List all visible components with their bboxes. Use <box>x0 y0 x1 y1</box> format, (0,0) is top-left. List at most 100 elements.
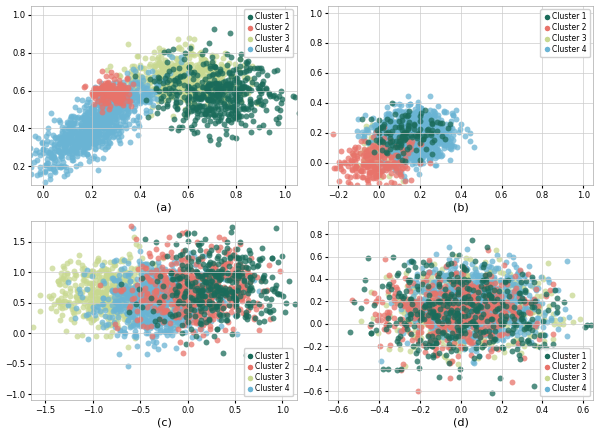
Point <box>186 307 195 314</box>
Point <box>125 294 135 301</box>
Point <box>402 128 412 135</box>
Point <box>184 99 193 106</box>
Point <box>174 45 183 52</box>
Point <box>453 326 463 333</box>
Point <box>243 313 253 320</box>
Point <box>444 244 453 251</box>
Point <box>197 67 207 74</box>
Point <box>102 108 112 115</box>
Point <box>409 119 419 126</box>
Point <box>200 75 210 82</box>
Point <box>246 276 255 283</box>
Point <box>438 272 447 279</box>
Point <box>57 311 66 318</box>
Point <box>67 306 77 313</box>
Point <box>419 314 428 321</box>
Point <box>141 97 151 103</box>
Point <box>473 312 483 319</box>
Point <box>79 129 89 136</box>
Point <box>460 337 470 344</box>
Point <box>96 296 106 303</box>
Point <box>184 255 194 262</box>
Point <box>476 294 486 301</box>
Point <box>384 120 394 127</box>
Point <box>456 306 465 313</box>
Point <box>174 284 184 291</box>
Point <box>167 305 176 312</box>
Point <box>409 152 419 159</box>
Point <box>183 291 193 297</box>
Point <box>457 293 467 300</box>
Point <box>253 70 263 77</box>
Point <box>30 149 40 156</box>
Point <box>72 152 82 159</box>
Point <box>93 256 103 263</box>
Point <box>131 236 141 243</box>
Point <box>86 134 96 141</box>
Point <box>170 61 179 68</box>
Point <box>519 324 528 331</box>
Point <box>456 290 465 297</box>
Point <box>435 298 444 305</box>
Point <box>386 148 395 155</box>
Point <box>208 66 217 73</box>
Point <box>503 292 513 299</box>
Point <box>168 86 178 93</box>
Point <box>128 295 137 302</box>
Point <box>479 291 489 297</box>
Point <box>176 85 186 92</box>
Point <box>387 283 397 290</box>
Point <box>176 299 186 306</box>
Point <box>367 152 377 159</box>
Point <box>43 129 53 136</box>
Point <box>425 155 435 162</box>
Point <box>219 101 229 108</box>
Point <box>71 293 81 300</box>
Point <box>150 290 160 297</box>
Point <box>186 272 195 279</box>
Point <box>162 307 172 314</box>
Point <box>448 280 458 287</box>
Point <box>149 293 158 300</box>
Point <box>176 65 186 72</box>
Point <box>476 326 486 333</box>
Point <box>69 103 79 110</box>
Point <box>228 288 238 295</box>
Point <box>219 350 228 357</box>
Point <box>158 287 168 294</box>
Point <box>38 145 48 152</box>
Point <box>417 117 426 124</box>
Point <box>449 302 459 309</box>
Point <box>415 304 425 311</box>
Point <box>195 94 205 101</box>
Point <box>210 114 220 121</box>
Point <box>461 297 470 304</box>
Point <box>66 284 75 291</box>
Point <box>141 110 151 116</box>
Point <box>493 330 503 337</box>
Point <box>123 279 133 286</box>
Point <box>158 297 168 304</box>
Point <box>56 163 66 170</box>
Point <box>175 302 184 309</box>
Point <box>103 321 113 328</box>
Point <box>152 61 162 68</box>
Point <box>122 284 131 291</box>
Point <box>393 334 403 341</box>
Point <box>152 290 162 297</box>
Point <box>184 35 193 42</box>
Point <box>128 303 138 310</box>
Point <box>220 291 229 298</box>
Point <box>180 294 189 301</box>
Point <box>415 132 424 139</box>
Point <box>417 300 426 307</box>
Point <box>423 352 433 359</box>
Point <box>419 127 429 134</box>
Point <box>548 301 558 307</box>
Point <box>118 99 128 106</box>
Point <box>479 300 489 307</box>
Point <box>138 291 148 298</box>
Point <box>114 291 124 297</box>
Point <box>129 62 139 69</box>
Point <box>46 151 55 158</box>
